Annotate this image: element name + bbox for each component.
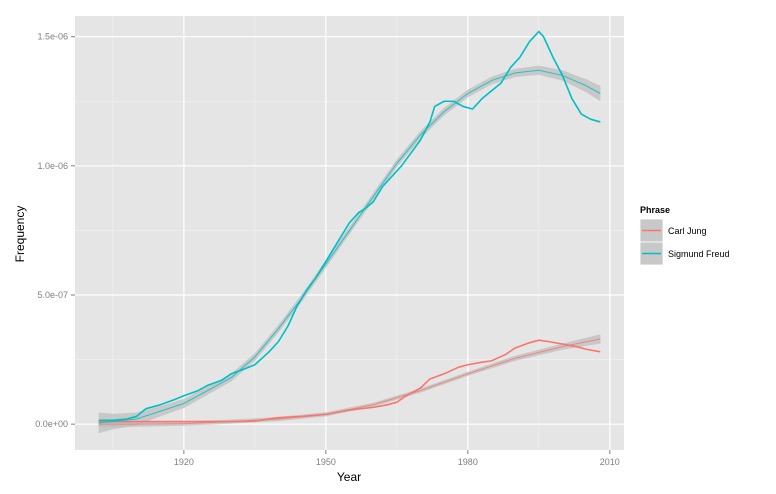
legend-label-carl-jung: Carl Jung: [668, 226, 707, 236]
y-axis: 0.0e+00 5.0e-07 1.0e-06 1.5e-06: [35, 32, 75, 429]
x-tick-label: 1920: [174, 457, 194, 467]
legend-label-sigmund-freud: Sigmund Freud: [668, 249, 730, 259]
y-tick-label: 1.5e-06: [37, 32, 68, 42]
carl-jung-line: [98, 339, 601, 423]
sigmund-freud-trend-line: [98, 69, 601, 424]
y-tick-label: 5.0e-07: [37, 290, 68, 300]
carl-jung-confidence-band: [98, 334, 601, 428]
y-axis-title: Frequency: [13, 206, 27, 263]
x-tick-label: 1980: [458, 457, 478, 467]
y-tick-label: 0.0e+00: [35, 419, 68, 429]
x-axis-title: Year: [337, 470, 361, 484]
x-tick-label: 1950: [316, 457, 336, 467]
x-axis: 1920 1950 1980 2010: [174, 450, 620, 467]
carl-jung-trend-line: [98, 338, 601, 425]
major-grid: [75, 16, 624, 450]
legend: Phrase Carl Jung Sigmund Freud: [639, 205, 730, 266]
sigmund-freud-line: [98, 30, 601, 422]
series-lines: [98, 30, 601, 423]
trend-lines: [98, 69, 601, 425]
legend-title: Phrase: [640, 205, 670, 215]
legend-items: Carl Jung Sigmund Freud: [639, 218, 730, 266]
y-tick-label: 1.0e-06: [37, 161, 68, 171]
x-tick-label: 2010: [600, 457, 620, 467]
confidence-bands: [98, 65, 601, 434]
